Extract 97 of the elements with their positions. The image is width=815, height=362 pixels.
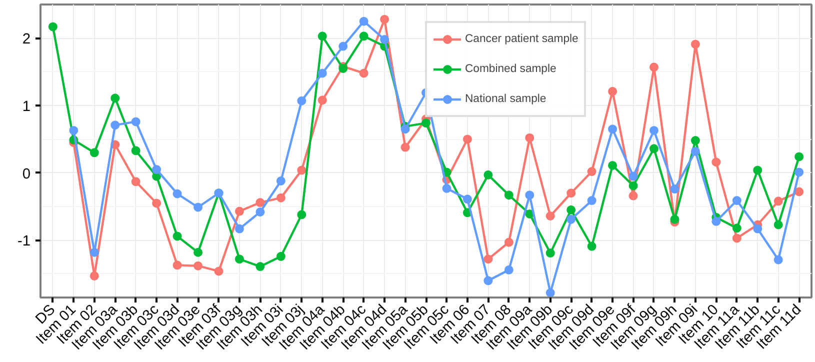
point — [670, 214, 680, 224]
point — [732, 196, 742, 205]
point — [587, 167, 596, 176]
point — [90, 148, 99, 158]
point — [462, 194, 472, 204]
point — [338, 42, 348, 51]
point — [546, 248, 555, 258]
point — [256, 262, 265, 272]
point — [753, 224, 762, 234]
point — [90, 271, 99, 280]
point — [194, 248, 203, 257]
point — [380, 14, 390, 24]
point — [628, 181, 638, 190]
point — [484, 254, 493, 264]
point — [525, 133, 534, 142]
point — [587, 242, 596, 251]
y-tick-label: 0 — [22, 166, 31, 182]
point — [732, 224, 742, 233]
point — [359, 32, 368, 41]
point — [774, 255, 783, 264]
point — [649, 62, 658, 72]
point — [110, 120, 120, 130]
point — [608, 124, 618, 134]
point — [194, 202, 203, 212]
point — [690, 40, 700, 49]
point — [152, 165, 162, 174]
point — [422, 118, 430, 128]
point — [690, 146, 700, 156]
point — [194, 261, 203, 270]
point — [566, 205, 576, 214]
point — [110, 94, 120, 103]
point — [276, 176, 286, 186]
point — [172, 232, 182, 241]
point — [234, 224, 244, 234]
point — [794, 168, 804, 177]
point — [234, 206, 244, 216]
point — [587, 196, 596, 205]
point — [276, 252, 286, 261]
point — [504, 238, 514, 247]
y-tick-label: 1 — [22, 99, 31, 116]
legend-label: National sample — [465, 93, 546, 105]
point — [359, 16, 368, 26]
point — [318, 32, 327, 41]
point — [712, 216, 721, 226]
point — [484, 170, 493, 180]
point — [649, 126, 658, 135]
point — [608, 86, 618, 96]
point — [649, 144, 658, 154]
point — [525, 190, 534, 200]
point — [732, 234, 742, 243]
point — [628, 191, 638, 200]
point — [608, 160, 618, 170]
point — [712, 158, 721, 167]
point — [48, 22, 58, 32]
point — [152, 198, 162, 208]
point — [256, 198, 265, 208]
point — [297, 210, 306, 220]
point — [69, 126, 78, 135]
point — [318, 96, 327, 105]
point — [234, 254, 244, 264]
point — [256, 207, 265, 216]
point — [359, 68, 368, 78]
legend-label: Cancer patient sample — [465, 33, 578, 45]
point — [774, 196, 783, 206]
point — [566, 214, 576, 224]
point — [628, 172, 638, 181]
point — [794, 187, 804, 196]
point — [297, 166, 306, 175]
point — [484, 276, 493, 286]
point — [400, 142, 410, 152]
point — [400, 124, 410, 134]
point — [690, 136, 700, 146]
point — [380, 35, 390, 44]
point — [172, 189, 182, 198]
point — [131, 177, 140, 186]
point — [774, 220, 783, 230]
point — [504, 265, 514, 274]
y-tick-label: -1 — [17, 234, 31, 250]
point — [297, 96, 306, 106]
point — [462, 134, 472, 144]
point — [504, 190, 514, 200]
point — [318, 68, 327, 78]
point — [794, 152, 804, 162]
point — [131, 117, 140, 126]
point — [753, 166, 762, 175]
point — [90, 248, 99, 257]
point — [546, 288, 555, 298]
point — [172, 260, 182, 270]
point — [276, 193, 286, 202]
point — [214, 266, 224, 276]
point — [442, 184, 452, 193]
point — [546, 212, 555, 220]
legend-label: Combined sample — [465, 63, 556, 75]
y-tick-label: 2 — [22, 32, 31, 48]
point — [566, 188, 576, 198]
point — [131, 146, 140, 156]
point — [670, 184, 680, 194]
